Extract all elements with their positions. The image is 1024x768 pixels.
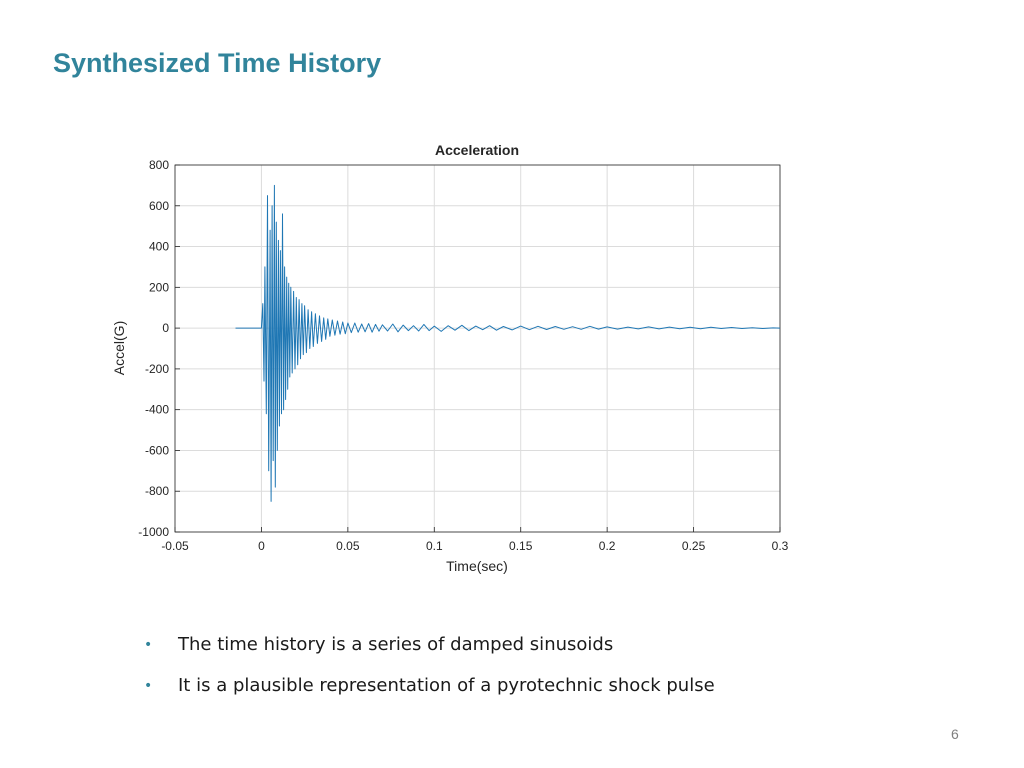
bullet-text: It is a plausible representation of a py… xyxy=(178,675,715,696)
y-axis-label: Accel(G) xyxy=(111,321,127,375)
y-tick-label: 400 xyxy=(149,240,169,254)
bullet-item: • It is a plausible representation of a … xyxy=(140,671,715,712)
chart-title: Acceleration xyxy=(435,142,519,158)
slide-title: Synthesized Time History xyxy=(53,48,382,78)
y-tick-label: -400 xyxy=(145,403,169,417)
page-number: 6 xyxy=(951,726,959,742)
bullet-dot: • xyxy=(144,637,153,653)
y-tick-label: 800 xyxy=(149,158,169,172)
series-layer xyxy=(235,184,781,502)
y-tick-label: 0 xyxy=(162,321,169,335)
bullet-list: • The time history is a series of damped… xyxy=(140,630,715,712)
bullet-dot: • xyxy=(144,678,153,694)
y-tick-label: 600 xyxy=(149,199,169,213)
x-tick-label: 0.05 xyxy=(336,539,360,553)
y-tick-label: 200 xyxy=(149,280,169,294)
x-tick-label: 0.1 xyxy=(426,539,443,553)
axis-ticks: -0.05 0 0.05 0.1 0.15 0.2 0.25 0.3 800 600 400 200 0… xyxy=(138,158,788,553)
y-tick-label: -600 xyxy=(145,443,169,457)
x-tick-label: 0.15 xyxy=(509,539,533,553)
acceleration-chart: -0.05 0 0.05 0.1 0.15 0.2 0.25 0.3 800 600 400 200 0… xyxy=(111,142,789,574)
bullet-item: • The time history is a series of damped… xyxy=(140,630,715,671)
x-tick-label: 0.25 xyxy=(682,539,706,553)
x-tick-label: 0.3 xyxy=(772,539,789,553)
x-axis-label: Time(sec) xyxy=(446,558,508,574)
series-line xyxy=(235,184,781,502)
y-tick-label: -1000 xyxy=(138,525,169,539)
x-tick-label: -0.05 xyxy=(161,539,189,553)
y-tick-label: -800 xyxy=(145,484,169,498)
plot-frame xyxy=(174,164,781,533)
y-tick-label: -200 xyxy=(145,362,169,376)
x-tick-label: 0 xyxy=(258,539,265,553)
bullet-text: The time history is a series of damped s… xyxy=(178,634,614,655)
x-tick-label: 0.2 xyxy=(599,539,616,553)
